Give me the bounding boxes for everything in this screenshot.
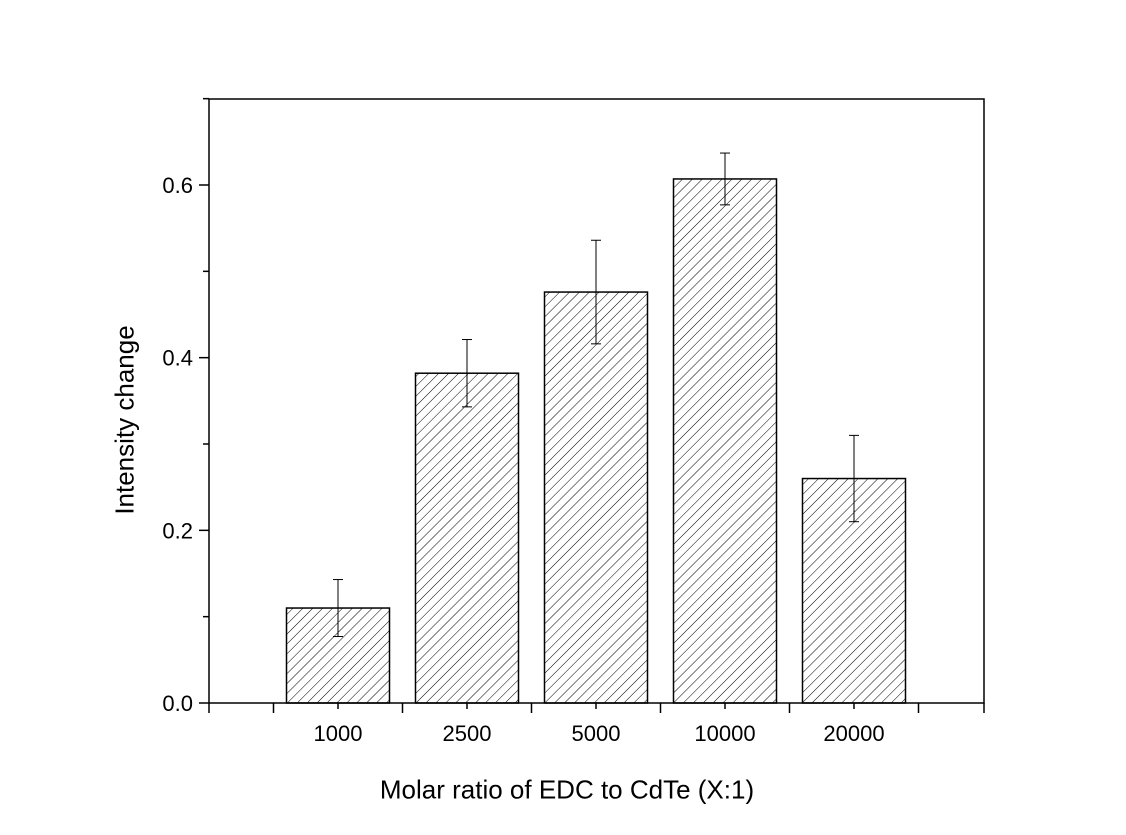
y-axis-title: Intensity change (109, 325, 140, 515)
x-axis: 1000 2500 5000 10000 20000 (208, 703, 985, 746)
x-tick-label: 10000 (694, 721, 755, 746)
x-tick-label: 20000 (823, 721, 884, 746)
y-tick-label: 0.2 (162, 518, 193, 543)
x-tick-label: 2500 (443, 721, 492, 746)
x-axis-title: Molar ratio of EDC to CdTe (X:1) (379, 774, 755, 805)
error-bars-layer (333, 152, 859, 638)
bar-10000 (672, 178, 778, 704)
bar-2500 (414, 372, 520, 704)
y-tick-label: 0.6 (162, 173, 193, 198)
y-tick-label: 0.0 (162, 691, 193, 716)
y-axis: 0.0 0.2 0.4 0.6 (162, 97, 209, 716)
x-tick-label: 1000 (314, 721, 363, 746)
y-tick-label: 0.4 (162, 346, 193, 371)
bar-5000 (543, 291, 649, 704)
x-tick-label: 5000 (572, 721, 621, 746)
